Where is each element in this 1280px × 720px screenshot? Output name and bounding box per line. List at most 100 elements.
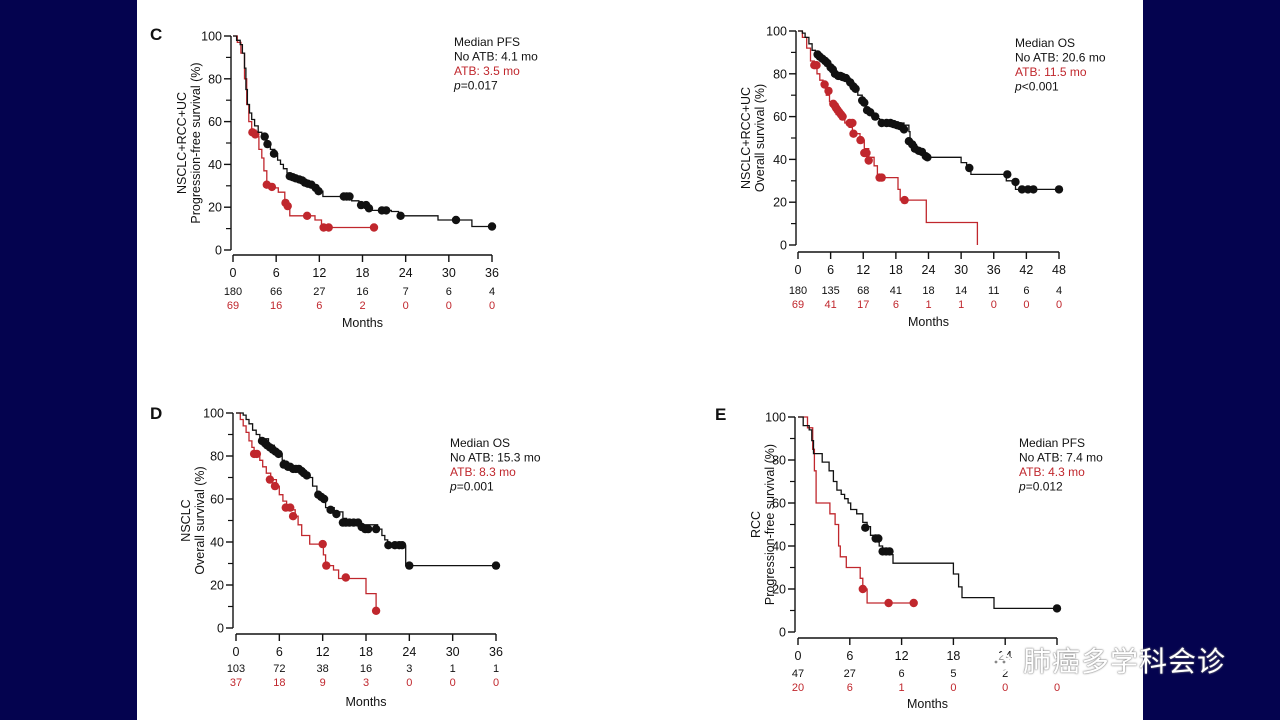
censor-mark: [263, 139, 272, 149]
x-tick-label: 6: [846, 649, 853, 663]
y-tick-label: 40: [773, 153, 787, 167]
censor-mark: [251, 130, 260, 139]
risk-no-atb: 68: [857, 285, 869, 297]
risk-atb: 0: [493, 677, 499, 689]
censor-mark: [923, 153, 932, 162]
risk-atb: 16: [270, 300, 282, 312]
legend-no-atb: No ATB: 20.6 mo: [1015, 51, 1106, 65]
legend-p-value: p<0.001: [1014, 80, 1059, 94]
legend-no-atb: No ATB: 7.4 mo: [1019, 451, 1103, 465]
censor-mark: [384, 541, 393, 550]
risk-atb: 0: [403, 300, 409, 312]
y-tick-label: 80: [208, 72, 222, 86]
censor-mark: [252, 449, 262, 459]
risk-atb: 6: [893, 299, 899, 311]
censor-mark: [269, 149, 279, 158]
censor-mark: [345, 192, 354, 201]
censor-mark: [820, 80, 829, 89]
x-tick-label: 12: [856, 263, 870, 277]
censor-mark: [871, 112, 880, 121]
risk-atb: 3: [363, 677, 369, 689]
risk-atb: 69: [227, 300, 239, 312]
x-tick-label: 24: [399, 266, 413, 280]
risk-atb: 1: [958, 299, 964, 311]
y-tick-label: 100: [766, 25, 787, 39]
p-value: <0.001: [1022, 80, 1059, 94]
y-axis-title-line2: Progression-free survival (%): [763, 444, 777, 605]
y-tick-label: 80: [773, 67, 787, 81]
censor-mark: [1003, 170, 1012, 179]
y-axis-title-line1: NSCLC+RCC+UC: [739, 87, 753, 189]
risk-no-atb: 4: [1056, 285, 1062, 297]
x-tick-label: 30: [442, 266, 456, 280]
censor-mark: [1011, 177, 1020, 187]
x-tick-label: 18: [356, 266, 370, 280]
x-axis-title: Months: [907, 697, 948, 711]
risk-atb: 0: [950, 682, 956, 694]
x-tick-label: 6: [827, 263, 834, 277]
y-axis-title: RCC Progression-free survival (%): [749, 444, 777, 605]
censor-mark: [856, 135, 865, 145]
y-axis-title-line2: Overall survival (%): [753, 84, 767, 192]
y-axis-title: NSCLC+RCC+UC Progression-free survival (%…: [175, 62, 203, 223]
censor-mark: [405, 561, 414, 570]
censor-mark: [1054, 185, 1064, 194]
y-axis-title: NSCLC Overall survival (%): [179, 466, 207, 574]
legend-p-value: p=0.012: [1018, 480, 1063, 494]
y-axis-title-line2: Progression-free survival (%): [189, 62, 203, 223]
censor-mark: [288, 512, 298, 521]
y-tick-label: 0: [779, 626, 786, 640]
p-symbol: p: [1018, 480, 1026, 494]
censor-mark: [314, 187, 323, 196]
risk-atb: 37: [230, 677, 242, 689]
x-tick-label: 48: [1052, 263, 1066, 277]
x-tick-label: 18: [946, 649, 960, 663]
risk-atb: 0: [1002, 682, 1008, 694]
risk-atb: 0: [991, 299, 997, 311]
risk-no-atb: 6: [899, 668, 905, 680]
censor-mark: [1017, 185, 1027, 194]
risk-no-atb: 27: [313, 286, 325, 298]
y-tick-label: 60: [210, 493, 224, 507]
y-tick-label: 60: [773, 110, 787, 124]
risk-no-atb: 2: [1002, 668, 1008, 680]
risk-no-atb: 11: [988, 285, 999, 297]
km-curve-atb: [236, 412, 377, 611]
censor-mark: [332, 509, 341, 519]
y-tick-label: 60: [208, 115, 222, 129]
panel-letter: E: [715, 405, 726, 424]
censor-mark: [824, 86, 833, 96]
risk-no-atb: 5: [950, 668, 956, 680]
legend-no-atb: No ATB: 4.1 mo: [454, 50, 538, 64]
censor-mark: [396, 211, 405, 220]
y-tick-label: 40: [772, 540, 786, 554]
risk-no-atb: 7: [403, 286, 409, 298]
y-tick-label: 20: [208, 201, 222, 215]
censor-mark: [371, 606, 381, 615]
censor-mark: [885, 547, 894, 556]
legend-title: Median OS: [1015, 36, 1075, 50]
risk-no-atb: 14: [955, 285, 967, 297]
risk-no-atb: 16: [360, 663, 372, 675]
x-tick-label: 24: [922, 263, 936, 277]
x-tick-label: 36: [489, 645, 503, 659]
legend-p-value: p=0.017: [453, 79, 498, 93]
y-tick-label: 100: [765, 411, 786, 425]
censor-mark: [319, 494, 329, 504]
p-value: =0.017: [461, 79, 498, 93]
x-axis-title: Months: [908, 315, 949, 329]
x-tick-label: 36: [485, 266, 499, 280]
risk-atb: 9: [320, 677, 326, 689]
p-value: =0.012: [1026, 480, 1063, 494]
x-axis-title: Months: [346, 695, 387, 709]
censor-mark: [900, 195, 909, 205]
x-tick-label: 0: [795, 649, 802, 663]
censor-mark: [851, 84, 860, 94]
x-tick-label: 12: [316, 645, 330, 659]
censor-mark: [848, 118, 857, 128]
risk-no-atb: 47: [792, 668, 804, 680]
watermark: 肺癌多学科会诊: [975, 640, 1226, 680]
y-tick-label: 20: [772, 583, 786, 597]
y-axis-title-line1: NSCLC: [179, 499, 193, 541]
slide-background: [137, 0, 1143, 720]
